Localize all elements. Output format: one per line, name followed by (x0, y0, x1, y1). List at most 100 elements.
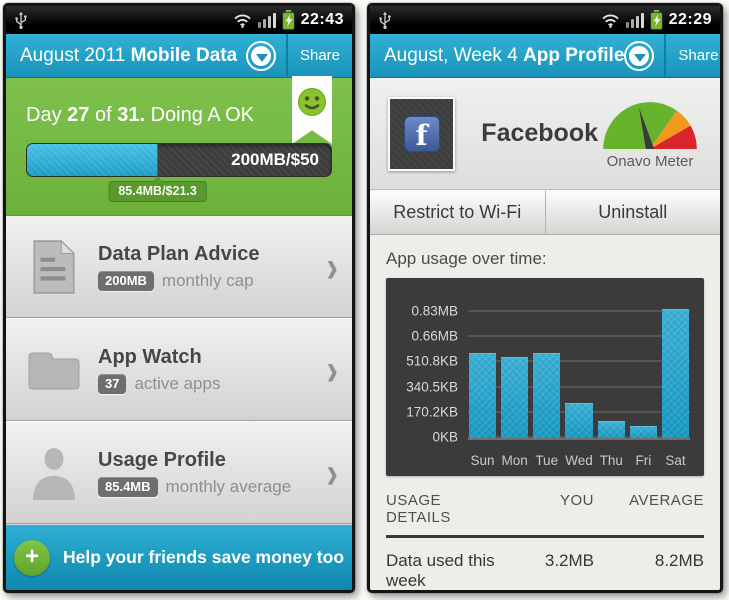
menu-item-badge: 37 (98, 373, 127, 394)
document-icon-box (26, 239, 82, 294)
gauge-green (603, 102, 677, 149)
menu-item-badge: 200MB (98, 270, 154, 291)
share-button[interactable]: Share (285, 34, 352, 77)
chart-xlabels: Sun Mon Tue Wed Thu Fri Sat (468, 453, 690, 468)
menu-item-title: Data Plan Advice (98, 242, 260, 265)
meter-label: Onavo Meter (606, 153, 694, 170)
person-icon (33, 447, 75, 500)
app-name: Facebook (481, 119, 598, 147)
menu-item-usage-profile[interactable]: Usage Profile 85.4MB monthly average › (6, 421, 352, 524)
x-tick-mon: Mon (501, 453, 528, 468)
smiley-icon (298, 88, 326, 116)
table-body: Data used this week 3.2MB 8.2MB (386, 538, 704, 590)
chart-bar-mon (501, 356, 529, 438)
usage-chart: 0.83MB 0.66MB 510.8KB 340.5KB 170.2KB 0KB Sun… (386, 278, 704, 476)
gauge-red (650, 125, 697, 149)
chart-bar-sun (469, 352, 497, 438)
share-button[interactable]: Share (664, 34, 720, 77)
menu-item-title: Usage Profile (98, 448, 226, 471)
app-profile-content: App usage over time: 0.83MB 0.66MB 510.8KB… (370, 235, 720, 590)
chart-bar-thu (597, 420, 625, 438)
page-title: August, Week 4 App Profile (384, 44, 625, 66)
usb-icon (15, 11, 27, 29)
table-header-row: USAGE DETAILS YOU AVERAGE (386, 492, 704, 538)
menu-item-text: App Watch 37 active apps (98, 346, 220, 394)
x-tick-sat: Sat (665, 453, 686, 468)
app-header: August, Week 4 App Profile Share (370, 34, 720, 78)
menu-item-subtitle-row: 85.4MB monthly average (98, 476, 292, 497)
usage-summary-panel: Day 27 of 31. Doing A OK 200MB/$50 85.4M… (6, 76, 352, 216)
plus-icon: + (13, 539, 50, 576)
page-title: August 2011 Mobile Data (20, 44, 238, 66)
phone-screen-mobile-data: 22:43 August 2011 Mobile Data Share Day … (3, 3, 355, 593)
app-info-panel: f Facebook Onavo Meter (370, 78, 720, 190)
chart-title: App usage over time: (386, 249, 547, 268)
clock: 22:43 (300, 11, 344, 28)
x-tick-sun: Sun (470, 453, 495, 468)
chart-gridline: 0.66MB (411, 329, 690, 344)
y-tick-label: 170.2KB (406, 404, 458, 420)
x-tick-wed: Wed (565, 453, 593, 468)
table-header-average: AVERAGE (629, 492, 704, 509)
person-icon-box (26, 446, 82, 500)
battery-charging-icon (281, 10, 295, 30)
y-tick-label: 340.5KB (406, 379, 458, 395)
app-header: August 2011 Mobile Data Share (6, 34, 352, 78)
wifi-icon (233, 14, 251, 28)
app-icon-tile: f (388, 96, 456, 171)
y-tick-label: 0.66MB (411, 328, 458, 344)
menu-item-app-watch[interactable]: App Watch 37 active apps › (6, 318, 352, 421)
document-icon (33, 239, 75, 294)
chart-bars (468, 290, 690, 438)
chart-plot: 0.83MB 0.66MB 510.8KB 340.5KB 170.2KB 0KB (406, 290, 690, 445)
facebook-logo-icon: f (403, 115, 440, 152)
menu-list: Data Plan Advice 200MB monthly cap › App Wa… (6, 216, 352, 524)
app-action-buttons: Restrict to Wi-Fi Uninstall (370, 190, 720, 235)
x-tick-fri: Fri (635, 453, 652, 468)
chevron-down-icon (255, 53, 268, 62)
chart-bar-sat (661, 309, 689, 438)
table-cell: 3.2MB (544, 551, 594, 570)
chart-bar-fri (629, 426, 657, 438)
period-dropdown-button[interactable] (624, 40, 655, 71)
data-usage-progress: 200MB/$50 85.4MB/$21.3 (26, 143, 332, 202)
chevron-right-icon: › (326, 447, 338, 498)
wifi-icon (601, 14, 619, 28)
menu-item-subtitle: monthly cap (161, 270, 254, 290)
menu-item-badge: 85.4MB (98, 476, 158, 497)
chevron-right-icon: › (326, 344, 338, 395)
status-bar: 22:43 (6, 6, 352, 34)
menu-item-subtitle: active apps (134, 373, 221, 393)
x-tick-thu: Thu (599, 453, 623, 468)
y-tick-label: 510.8KB (406, 353, 458, 369)
chart-gridline: 340.5KB (406, 379, 690, 394)
chart-gridline: 0.83MB (411, 304, 690, 319)
table-row: Data used this week 3.2MB 8.2MB (386, 538, 704, 590)
invite-friends-button[interactable]: + Help your friends save money too (6, 524, 352, 590)
uninstall-button[interactable]: Uninstall (544, 190, 720, 234)
status-bar: 22:29 (370, 6, 720, 34)
table-cell: 8.2MB (654, 551, 704, 570)
invite-friends-label: Help your friends save money too (62, 547, 345, 567)
battery-charging-icon (649, 10, 663, 30)
clock: 22:29 (668, 11, 712, 28)
chart-gridline: 510.8KB (406, 354, 690, 369)
y-tick-label: 0.83MB (411, 303, 458, 319)
period-dropdown-button[interactable] (245, 40, 276, 71)
x-tick-tue: Tue (535, 453, 559, 468)
menu-item-subtitle: monthly average (165, 476, 292, 496)
chevron-down-icon (634, 53, 647, 62)
menu-item-data-plan-advice[interactable]: Data Plan Advice 200MB monthly cap › (6, 216, 352, 318)
gauge-orange (650, 110, 691, 149)
menu-item-title: App Watch (98, 345, 202, 368)
folder-icon-box (26, 349, 82, 391)
restrict-to-wi-fi-button[interactable]: Restrict to Wi-Fi (370, 190, 545, 234)
table-header-you: YOU (559, 492, 594, 509)
phone-screen-app-profile: 22:29 August, Week 4 App Profile Share f… (367, 3, 723, 593)
status-ribbon (292, 76, 332, 144)
onavo-meter: Onavo Meter (598, 97, 702, 170)
gauge-icon (603, 102, 697, 149)
day-status-text: Day 27 of 31. Doing A OK (26, 104, 254, 126)
chevron-right-icon: › (326, 241, 338, 292)
menu-item-text: Data Plan Advice 200MB monthly cap (98, 243, 260, 291)
